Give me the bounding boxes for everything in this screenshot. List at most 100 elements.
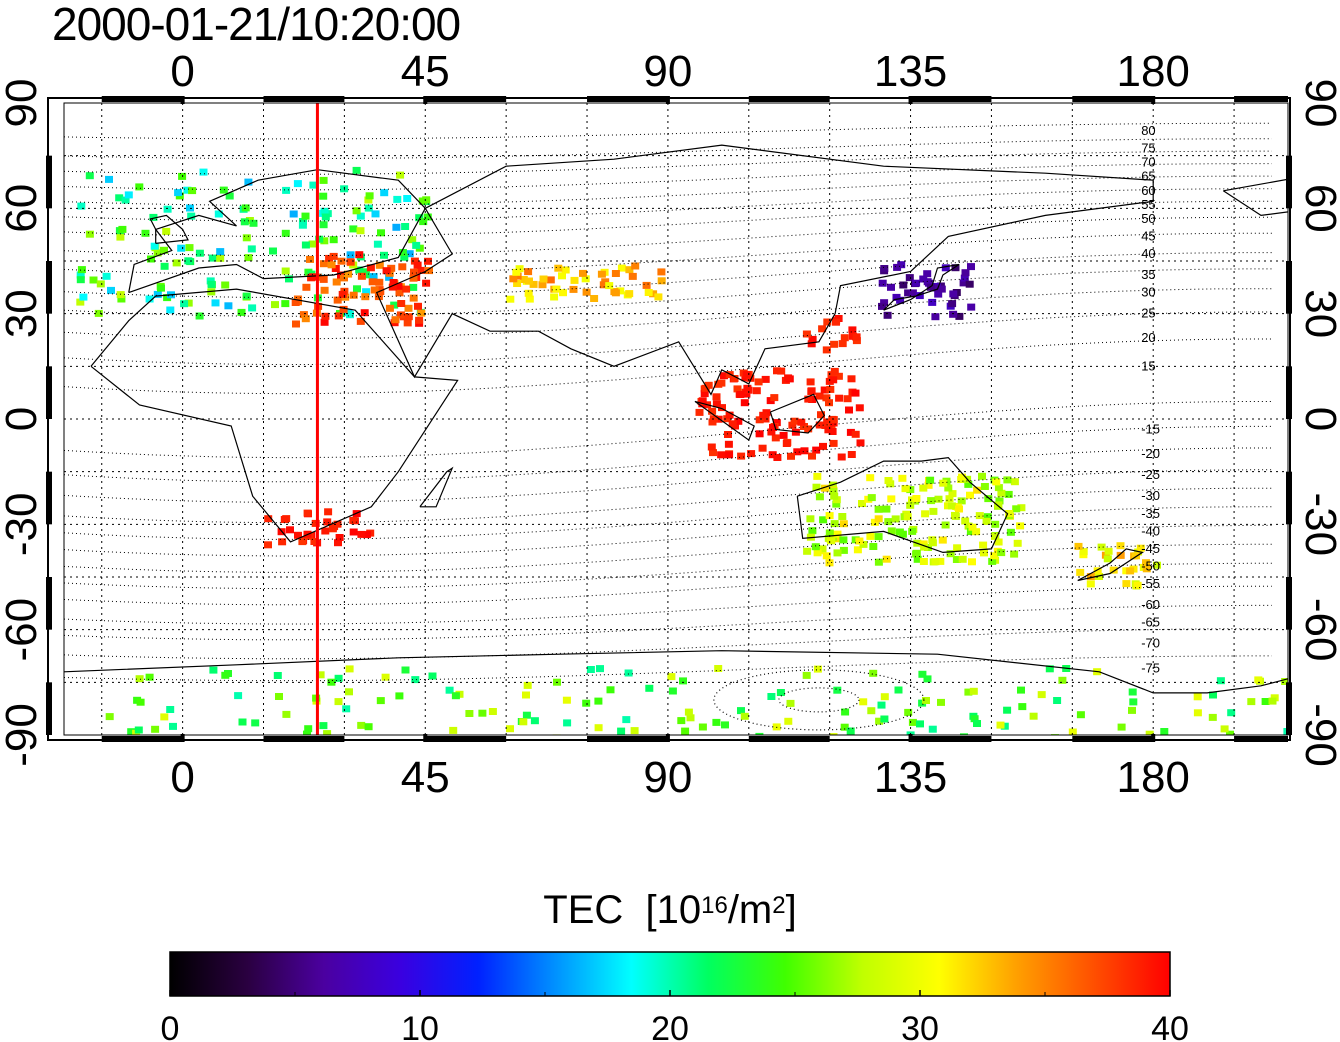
tec-cell (823, 318, 832, 326)
tec-cell (102, 272, 111, 280)
tec-cell (898, 474, 907, 482)
frame-bar (1286, 682, 1292, 735)
tec-cell (94, 309, 103, 317)
tec-cell (529, 280, 538, 288)
tec-cell (415, 214, 424, 222)
tec-cell (858, 500, 866, 507)
magnetic-contour (64, 311, 1272, 365)
tec-cell (509, 275, 518, 283)
tec-cell (362, 531, 371, 539)
tec-cell (410, 268, 418, 276)
tec-cell (826, 385, 835, 393)
magnetic-contour (64, 628, 1272, 660)
tec-cell (897, 261, 906, 269)
tec-cell (320, 237, 329, 245)
tec-cell (916, 720, 924, 728)
tec-cell (405, 250, 414, 258)
tec-cell (964, 480, 973, 488)
tec-cell (625, 290, 634, 298)
tec-cell (188, 187, 197, 195)
tec-cell (908, 527, 917, 535)
tec-cell (380, 251, 388, 259)
tec-cell (418, 197, 427, 205)
tec-cell (1281, 678, 1288, 685)
tec-cell (225, 192, 234, 200)
tec-cell (1129, 698, 1138, 706)
tec-cell (714, 665, 723, 672)
frame-bar (1234, 96, 1288, 102)
tec-cell (880, 715, 889, 723)
tec-cell (892, 293, 901, 301)
tec-cell (525, 277, 533, 285)
magnetic-latitude-label: 25 (1141, 306, 1155, 321)
tec-cell (303, 509, 312, 517)
tec-cell (248, 304, 257, 312)
tec-cell (1074, 542, 1083, 550)
tec-cell (298, 221, 307, 229)
tec-cell (847, 375, 856, 383)
tec-cell (169, 722, 177, 730)
tec-cell (1012, 505, 1021, 513)
tec-cell (754, 378, 763, 386)
tec-cell (644, 289, 653, 296)
tec-cell (355, 251, 364, 259)
tec-cell (172, 259, 181, 267)
tec-cell (425, 267, 433, 275)
tec-cell (292, 320, 300, 328)
tec-cell (389, 279, 398, 286)
tec-cell (1220, 725, 1229, 733)
tec-cell (105, 175, 113, 183)
tec-cell (216, 254, 225, 262)
tec-cell (338, 290, 347, 298)
tec-cell (301, 241, 310, 249)
tec-cell (559, 289, 567, 297)
left-lat-tick-label: -30 (0, 493, 46, 557)
tec-cell (912, 549, 921, 557)
tec-cell (563, 719, 572, 727)
tec-cell (815, 493, 824, 501)
tec-cell (214, 210, 223, 218)
tec-cell (975, 512, 984, 520)
magnetic-contour (64, 469, 1272, 524)
frame-bar (263, 96, 345, 102)
tec-cell (642, 281, 651, 289)
tec-cell (240, 218, 249, 226)
tec-cell (1268, 697, 1277, 705)
tec-cell (375, 278, 384, 286)
tec-cell (978, 472, 986, 480)
bottom-lon-tick-label: 180 (1116, 753, 1189, 802)
tec-cell (937, 698, 945, 706)
top-lon-tick-label: 0 (170, 47, 194, 96)
tec-cell (964, 688, 973, 696)
tec-cell (812, 483, 821, 491)
tec-cell (1142, 559, 1150, 567)
tec-cell (802, 671, 811, 679)
magnetic-latitude-label: -20 (1141, 446, 1160, 461)
tec-cell (823, 418, 832, 426)
tec-cell (724, 431, 732, 438)
tec-cell (906, 486, 915, 494)
tec-cell (819, 442, 827, 450)
tec-cell (880, 693, 889, 701)
tec-cell (360, 309, 369, 317)
magnetic-latitude-label: -15 (1141, 422, 1160, 437)
tec-cell (616, 287, 625, 295)
tec-cell (1000, 722, 1009, 730)
tec-cell (813, 472, 822, 480)
tec-cell (903, 513, 912, 521)
magnetic-contour (64, 447, 1272, 503)
tec-cell (370, 286, 379, 294)
tec-cell (319, 221, 328, 229)
tec-cell (294, 531, 302, 539)
tec-cell (919, 558, 928, 565)
tec-cell (631, 262, 640, 270)
tec-cell (808, 452, 816, 460)
colorbar-tick-label: 30 (901, 1010, 939, 1042)
tec-cell (273, 672, 282, 679)
tec-cell (821, 422, 830, 429)
tec-cell (166, 706, 175, 713)
magnetic-contour (64, 604, 1272, 641)
tec-cell (221, 671, 230, 679)
tec-cell (808, 335, 817, 343)
tec-cell (875, 717, 884, 725)
